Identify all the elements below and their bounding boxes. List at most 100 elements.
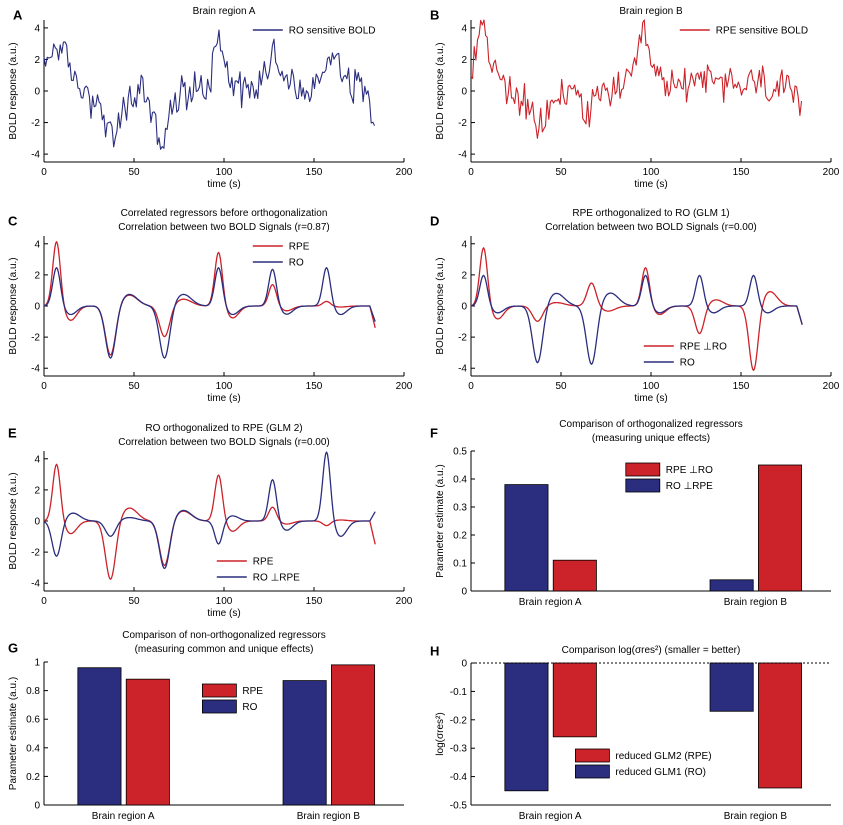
legend-label: RPE [289,242,310,253]
x-tick-label: 150 [733,167,750,178]
bar-ro [504,662,549,792]
series-line-rpe [470,19,803,139]
y-tick-label: -4 [31,579,40,590]
y-tick-label: 0.5 [453,447,467,458]
x-tick-label: 0 [41,167,47,178]
x-tick-label: 50 [555,167,567,178]
x-tick-label: 0 [41,381,47,392]
series-line-ro [470,274,803,365]
series-line-rpe [43,241,376,356]
series-line-rpe [470,247,803,371]
legend-label: RPE [242,686,263,697]
y-tick-label: -0.5 [450,801,468,812]
legend-label: reduced GLM1 (RO) [615,767,706,778]
legend-swatch [575,748,610,763]
legend-swatch [201,699,237,714]
panel-label: D [430,214,439,229]
y-tick-label: -2 [31,118,40,129]
y-tick-label: -4 [31,150,40,161]
panel-b: B Brain region B BOLD response (a.u.) -4 -2 0… [430,6,840,190]
chart-title: (measuring unique effects) [592,433,710,444]
legend-label: RPE ⊥RO [666,465,713,476]
y-axis-label: Parameter estimate (a.u.) [8,677,19,790]
x-tick-label: 150 [306,381,323,392]
y-axis-label: BOLD response (a.u.) [435,42,446,139]
x-tick-label: 100 [643,167,660,178]
legend-label: RO [289,258,304,269]
y-tick-label: 4 [34,239,40,250]
x-axis-label: time (s) [634,393,667,404]
chart-title: (measuring common and unique effects) [135,644,314,655]
category-label: Brain region B [724,597,788,608]
bar-ro [709,662,754,712]
y-tick-label: 0 [461,659,467,670]
bar-ro [709,579,754,592]
legend-label: RO [680,358,695,369]
y-tick-label: 2 [34,270,40,281]
panel-c: C Correlated regressors before orthogonal… [8,208,413,404]
y-tick-label: 2 [461,55,467,66]
y-tick-label: 0 [34,87,40,98]
y-tick-label: -0.1 [450,687,468,698]
chart-title: RPE orthogonalized to RO (GLM 1) [572,208,729,219]
y-tick-label: 0.3 [453,503,467,514]
x-tick-label: 100 [216,381,233,392]
x-tick-label: 200 [396,167,413,178]
category-label: Brain region A [519,811,582,822]
legend-label: RPE sensitive BOLD [716,26,808,37]
y-tick-label: -0.4 [450,772,468,783]
chart-title: Comparison of non-orthogonalized regress… [122,630,325,641]
y-tick-label: 4 [34,23,40,34]
panel-d: D RPE orthogonalized to RO (GLM 1) Correla… [430,208,840,404]
y-tick-label: 0 [461,87,467,98]
y-tick-label: 4 [461,23,467,34]
x-axis-label: time (s) [207,393,240,404]
legend-label: RO sensitive BOLD [289,26,376,37]
x-tick-label: 150 [306,596,323,607]
panel-h: H Comparison log(σres²) (smaller = better… [430,644,831,822]
y-tick-label: -0.3 [450,744,468,755]
y-tick-label: -4 [31,364,40,375]
chart-title: Brain region A [193,6,256,17]
panel-label: C [8,214,18,229]
x-tick-label: 200 [396,381,413,392]
bar-rpe [758,464,803,592]
x-axis-label: time (s) [634,179,667,190]
category-label: Brain region A [92,811,155,822]
y-axis-label: BOLD response (a.u.) [8,472,19,569]
series-line-rpe [43,463,376,580]
y-tick-label: 2 [34,485,40,496]
x-tick-label: 150 [733,381,750,392]
bar-rpe [331,664,376,806]
chart-title: Brain region B [619,6,683,17]
y-tick-label: 0.4 [26,743,40,754]
legend-swatch [625,462,661,477]
legend-label: RO ⊥RPE [666,481,713,492]
series-line-ro [43,29,375,150]
chart-title: Comparison log(σres²) (smaller = better) [562,645,741,656]
legend-swatch [625,478,661,493]
x-tick-label: 100 [216,167,233,178]
x-tick-label: 50 [128,381,140,392]
bar-rpe [552,559,597,592]
y-tick-label: -4 [458,364,467,375]
category-label: Brain region A [519,597,582,608]
y-tick-label: -2 [458,333,467,344]
y-tick-label: 4 [34,454,40,465]
x-axis-label: time (s) [207,608,240,619]
y-tick-label: 0.1 [453,559,467,570]
chart-title: RO orthogonalized to RPE (GLM 2) [145,423,302,434]
legend-label: RO ⊥RPE [253,573,300,584]
y-tick-label: 0 [34,801,40,812]
bar-rpe [758,662,803,789]
panel-label: E [8,426,17,441]
panel-a: A Brain region A BOLD response (a.u.) -4 -2 0… [8,6,413,190]
x-tick-label: 200 [823,167,840,178]
y-tick-label: -2 [458,118,467,129]
x-tick-label: 100 [643,381,660,392]
x-tick-label: 0 [41,596,47,607]
y-tick-label: 0.6 [26,715,40,726]
panel-label: G [8,641,18,656]
category-label: Brain region B [724,811,788,822]
